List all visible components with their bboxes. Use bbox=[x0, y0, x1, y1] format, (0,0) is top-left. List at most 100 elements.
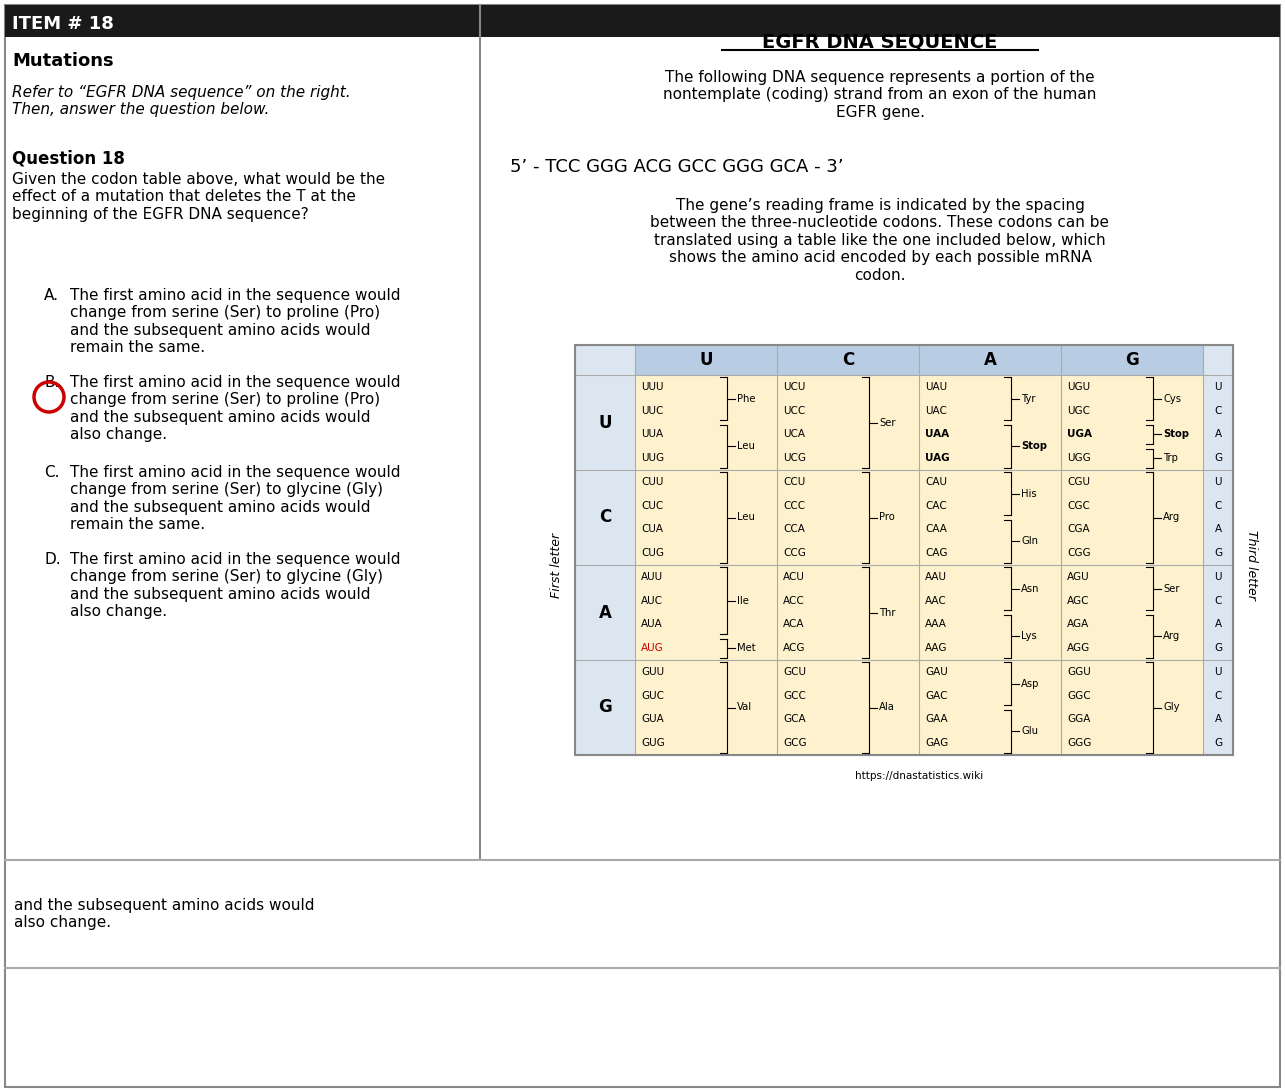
Text: CGC: CGC bbox=[1067, 500, 1090, 511]
Text: AUG: AUG bbox=[641, 643, 664, 653]
Text: 5’ - TCC GGG ACG GCC GGG GCA - 3’: 5’ - TCC GGG ACG GCC GGG GCA - 3’ bbox=[510, 158, 844, 176]
Text: ITEM # 18: ITEM # 18 bbox=[12, 15, 114, 33]
Text: Gln: Gln bbox=[1022, 536, 1038, 546]
Text: Given the codon table above, what would be the
effect of a mutation that deletes: Given the codon table above, what would … bbox=[12, 173, 386, 222]
Text: C: C bbox=[1214, 595, 1222, 606]
Text: Stop: Stop bbox=[1163, 429, 1189, 439]
Text: U: U bbox=[1214, 572, 1222, 582]
Text: G: G bbox=[1214, 643, 1222, 653]
Text: Second letter: Second letter bbox=[720, 358, 804, 371]
Text: UGC: UGC bbox=[1067, 405, 1090, 416]
Text: Thr: Thr bbox=[879, 607, 896, 617]
Text: G: G bbox=[1126, 351, 1139, 369]
Text: B.: B. bbox=[44, 375, 59, 390]
Text: AUU: AUU bbox=[641, 572, 663, 582]
Text: Leu: Leu bbox=[738, 441, 756, 451]
Text: U: U bbox=[1214, 667, 1222, 677]
Text: Stop: Stop bbox=[1022, 441, 1047, 451]
Text: Lys: Lys bbox=[1022, 631, 1037, 641]
Bar bbox=[635, 375, 1203, 470]
Text: Arg: Arg bbox=[1163, 631, 1181, 641]
Text: CAA: CAA bbox=[925, 524, 947, 534]
Text: GUG: GUG bbox=[641, 738, 664, 748]
Text: ACA: ACA bbox=[783, 619, 804, 629]
Text: GCU: GCU bbox=[783, 667, 806, 677]
Text: GGG: GGG bbox=[1067, 738, 1091, 748]
Text: GUA: GUA bbox=[641, 714, 664, 724]
Text: AAA: AAA bbox=[925, 619, 947, 629]
Text: ACU: ACU bbox=[783, 572, 804, 582]
Text: A: A bbox=[1214, 619, 1222, 629]
Text: Refer to “EGFR DNA sequence” on the right.
Then, answer the question below.: Refer to “EGFR DNA sequence” on the righ… bbox=[12, 85, 351, 118]
Text: GCC: GCC bbox=[783, 690, 806, 701]
Text: CUA: CUA bbox=[641, 524, 663, 534]
Text: UCG: UCG bbox=[783, 453, 806, 463]
Text: GGU: GGU bbox=[1067, 667, 1091, 677]
Bar bbox=[635, 565, 1203, 660]
Text: The first amino acid in the sequence would
change from serine (Ser) to proline (: The first amino acid in the sequence wou… bbox=[69, 375, 401, 442]
Text: The first amino acid in the sequence would
change from serine (Ser) to glycine (: The first amino acid in the sequence wou… bbox=[69, 551, 401, 619]
Text: G: G bbox=[1214, 738, 1222, 748]
Text: AUC: AUC bbox=[641, 595, 663, 606]
Text: Pro: Pro bbox=[879, 512, 894, 522]
Text: GCG: GCG bbox=[783, 738, 807, 748]
Text: U: U bbox=[599, 414, 612, 431]
Text: Question 18: Question 18 bbox=[12, 150, 125, 168]
Text: GAG: GAG bbox=[925, 738, 948, 748]
Text: AAC: AAC bbox=[925, 595, 947, 606]
Text: C: C bbox=[842, 351, 855, 369]
Text: EGFR DNA SEQUENCE: EGFR DNA SEQUENCE bbox=[762, 33, 997, 51]
Text: Arg: Arg bbox=[1163, 512, 1181, 522]
Text: UCU: UCU bbox=[783, 382, 806, 392]
Bar bbox=[574, 345, 635, 755]
Text: UUG: UUG bbox=[641, 453, 664, 463]
Text: CGA: CGA bbox=[1067, 524, 1090, 534]
Text: UGG: UGG bbox=[1067, 453, 1091, 463]
Text: UGU: UGU bbox=[1067, 382, 1090, 392]
Text: D.: D. bbox=[44, 551, 60, 567]
Text: AAG: AAG bbox=[925, 643, 947, 653]
Text: Leu: Leu bbox=[738, 512, 756, 522]
Text: Val: Val bbox=[738, 702, 752, 712]
Text: https://dnastatistics.wiki: https://dnastatistics.wiki bbox=[855, 771, 983, 781]
Text: CUU: CUU bbox=[641, 477, 663, 487]
Text: C: C bbox=[1214, 690, 1222, 701]
Bar bbox=[635, 470, 1203, 565]
Text: CGU: CGU bbox=[1067, 477, 1090, 487]
Text: Cys: Cys bbox=[1163, 394, 1181, 404]
Text: The gene’s reading frame is indicated by the spacing
between the three-nucleotid: The gene’s reading frame is indicated by… bbox=[650, 198, 1109, 283]
Text: UAC: UAC bbox=[925, 405, 947, 416]
Text: AGC: AGC bbox=[1067, 595, 1090, 606]
Text: ACC: ACC bbox=[783, 595, 804, 606]
Text: UUA: UUA bbox=[641, 429, 663, 439]
Text: UAU: UAU bbox=[925, 382, 947, 392]
Text: CAG: CAG bbox=[925, 548, 947, 558]
Text: C: C bbox=[1214, 500, 1222, 511]
Text: Asn: Asn bbox=[1022, 584, 1040, 594]
Text: GGC: GGC bbox=[1067, 690, 1091, 701]
Text: C: C bbox=[599, 509, 612, 526]
Text: A: A bbox=[983, 351, 996, 369]
Text: AUA: AUA bbox=[641, 619, 663, 629]
Text: UCA: UCA bbox=[783, 429, 804, 439]
Text: ACG: ACG bbox=[783, 643, 806, 653]
Text: A: A bbox=[1214, 429, 1222, 439]
Text: CAU: CAU bbox=[925, 477, 947, 487]
Text: CCU: CCU bbox=[783, 477, 806, 487]
Text: Tyr: Tyr bbox=[1022, 394, 1036, 404]
Text: The first amino acid in the sequence would
change from serine (Ser) to glycine (: The first amino acid in the sequence wou… bbox=[69, 465, 401, 532]
Text: Phe: Phe bbox=[738, 394, 756, 404]
Text: Ile: Ile bbox=[738, 595, 749, 606]
Text: Mutations: Mutations bbox=[12, 52, 113, 70]
Text: CCG: CCG bbox=[783, 548, 806, 558]
Text: Ala: Ala bbox=[879, 702, 896, 712]
Bar bbox=[5, 5, 1280, 37]
Text: CUG: CUG bbox=[641, 548, 664, 558]
Text: AGU: AGU bbox=[1067, 572, 1090, 582]
Text: UUC: UUC bbox=[641, 405, 663, 416]
Text: U: U bbox=[1214, 382, 1222, 392]
Text: Third letter: Third letter bbox=[1244, 530, 1258, 600]
Text: G: G bbox=[1214, 453, 1222, 463]
Text: GAA: GAA bbox=[925, 714, 947, 724]
Text: A: A bbox=[1214, 524, 1222, 534]
